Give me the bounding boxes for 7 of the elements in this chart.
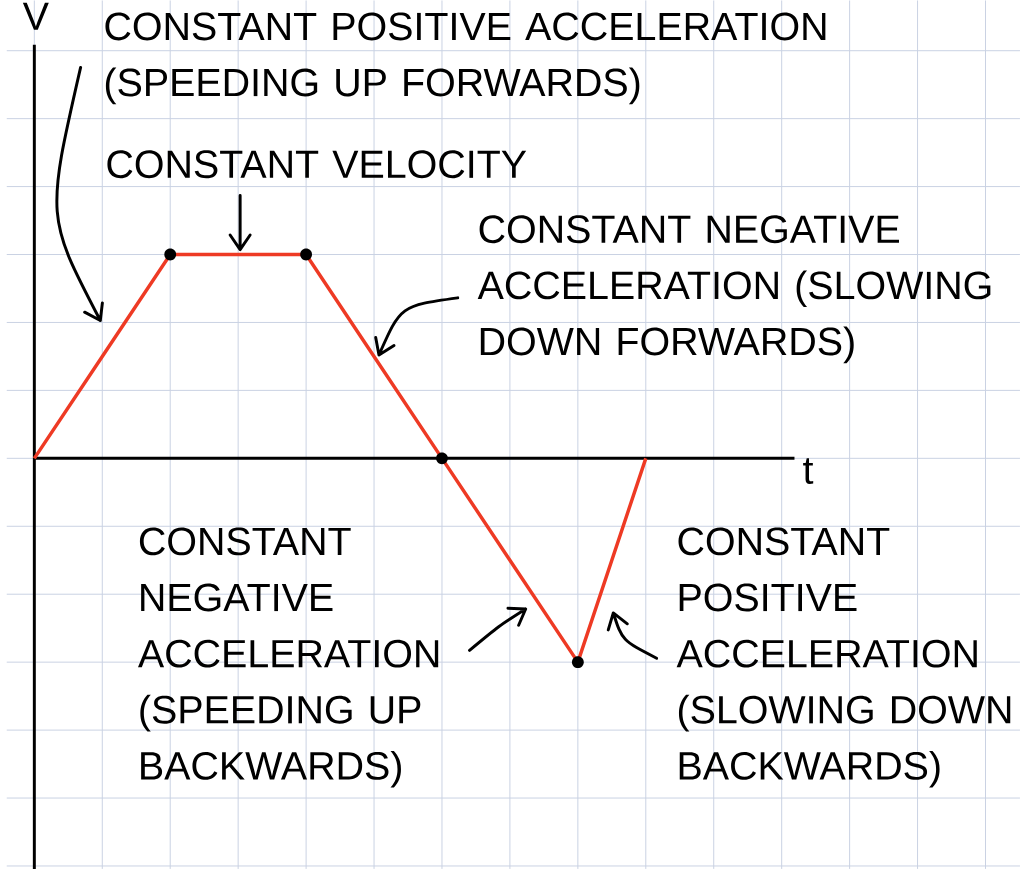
text: CONSTANT VELOCITY — [107, 150, 527, 179]
x-axis-title: t — [803, 458, 814, 485]
text: CONSTANT POSITIVE ACCELERATION (SPEEDING UP FORWARDS) — [105, 12, 826, 105]
annotation: CONSTANT POSITIVE ACCELERATION (SLOWING DOWN BACKWARDS) — [676, 527, 1011, 788]
text: V — [22, 2, 49, 30]
annotation: CONSTANT NEGATIVE ACCELERATION (SLOWING DOWN FORWARDS) — [477, 215, 991, 364]
annotation: CONSTANT NEGATIVE ACCELERATION (SPEEDING UP BACKWARDS) — [137, 527, 439, 788]
